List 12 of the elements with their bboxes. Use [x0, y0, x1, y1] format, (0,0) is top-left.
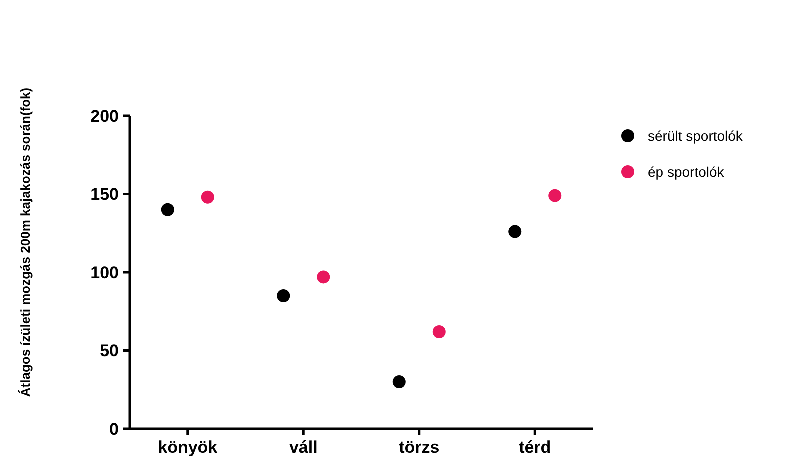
y-tick-label: 100: [90, 263, 119, 282]
y-tick-label: 50: [100, 342, 119, 361]
y-tick-label: 200: [90, 106, 119, 126]
y-tick-label: 0: [110, 420, 119, 439]
x-tick-label: könyök: [158, 438, 218, 457]
y-tick-label: 150: [90, 185, 119, 204]
x-tick-label: váll: [289, 438, 318, 457]
legend-label: sérült sportolók: [648, 128, 744, 144]
x-tick-label: térd: [519, 438, 552, 457]
y-axis-title: Átlagos ízületi mozgás 200m kajakozás során(fok): [18, 88, 33, 398]
x-tick-label: törzs: [399, 438, 440, 457]
legend-label: ép sportolók: [648, 164, 726, 180]
